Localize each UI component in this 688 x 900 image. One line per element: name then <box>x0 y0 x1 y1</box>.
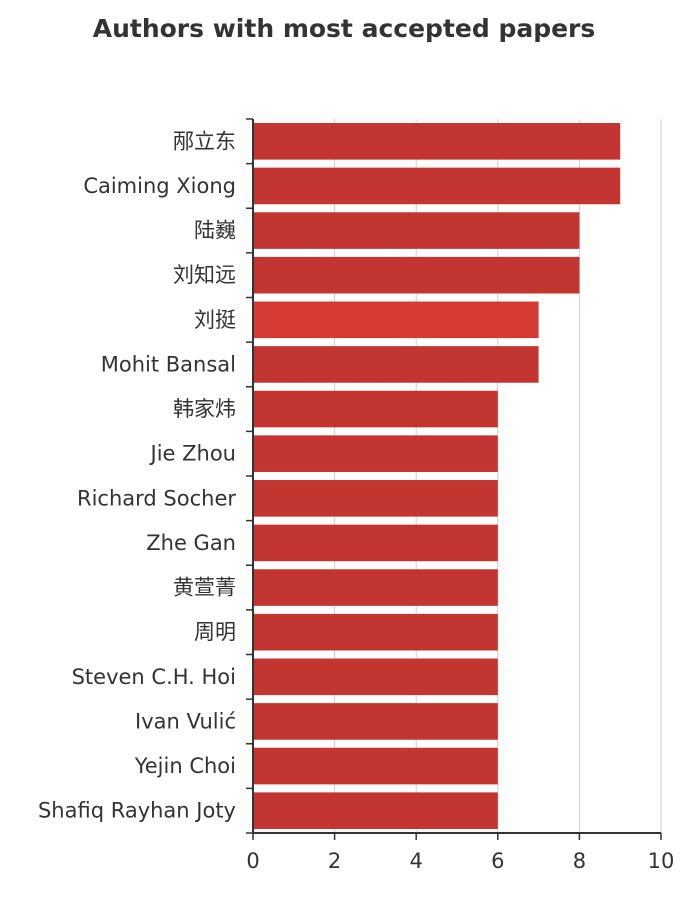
bar[interactable] <box>253 658 498 696</box>
category-label: Richard Socher <box>77 486 236 510</box>
bar[interactable] <box>253 123 621 160</box>
bar[interactable] <box>253 613 498 651</box>
category-label: 邴立东 <box>173 129 236 153</box>
bar[interactable] <box>253 346 539 383</box>
chart-title: Authors with most accepted papers <box>92 14 596 43</box>
bar[interactable] <box>253 703 498 740</box>
x-tick-label: 0 <box>246 849 259 873</box>
x-tick-label: 10 <box>648 849 675 873</box>
bar[interactable] <box>253 301 539 339</box>
x-tick-label: 4 <box>410 849 423 873</box>
category-label: 周明 <box>194 620 236 644</box>
category-label: Ivan Vulić <box>135 709 236 733</box>
bar[interactable] <box>253 480 498 517</box>
category-label: 刘知远 <box>173 263 236 287</box>
category-label: Steven C.H. Hoi <box>72 665 236 689</box>
category-label: Jie Zhou <box>149 442 236 466</box>
x-tick-label: 6 <box>491 849 504 873</box>
category-label: Yejin Choi <box>134 754 236 778</box>
bar[interactable] <box>253 256 580 294</box>
category-label: Caiming Xiong <box>83 174 236 198</box>
category-label: Zhe Gan <box>146 531 236 555</box>
category-label: 黄萱菁 <box>173 576 236 600</box>
bar[interactable] <box>253 390 498 428</box>
category-label: 刘挺 <box>194 308 236 332</box>
x-tick-label: 2 <box>328 849 341 873</box>
bar[interactable] <box>253 569 498 606</box>
category-label: Mohit Bansal <box>101 352 236 376</box>
category-label: Shafiq Rayhan Joty <box>38 799 236 823</box>
bar[interactable] <box>253 524 498 562</box>
bar[interactable] <box>253 435 498 472</box>
bar[interactable] <box>253 212 580 249</box>
category-label: 韩家炜 <box>173 397 236 421</box>
category-label: 陆巍 <box>194 219 236 243</box>
bar[interactable] <box>253 167 621 205</box>
x-tick-label: 8 <box>573 849 586 873</box>
bar[interactable] <box>253 792 498 829</box>
bar[interactable] <box>253 747 498 785</box>
